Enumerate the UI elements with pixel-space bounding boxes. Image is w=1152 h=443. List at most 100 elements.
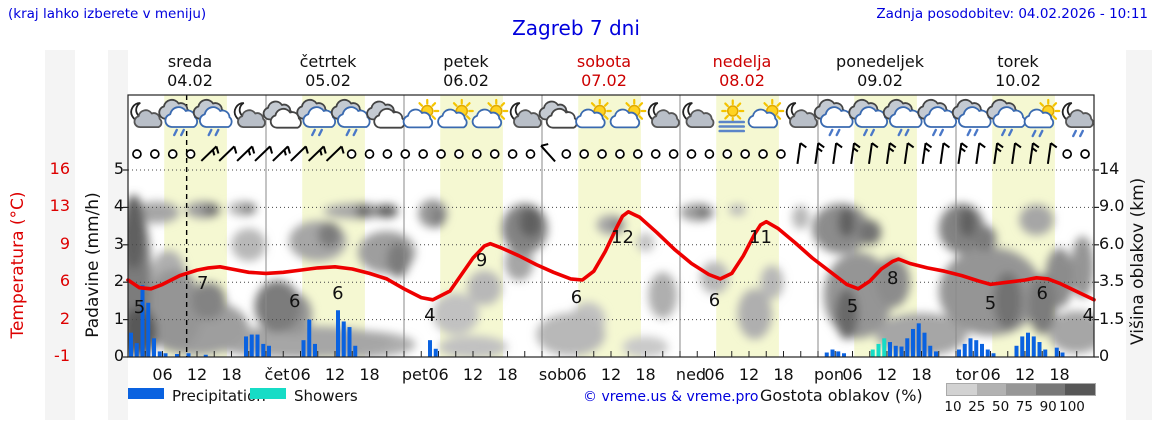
wind-calm-circle <box>776 149 786 159</box>
wind-calm-circle <box>400 149 411 159</box>
wind-barb <box>903 142 915 165</box>
precip-bar <box>313 343 317 357</box>
wind-barb <box>254 145 274 162</box>
wind-barb <box>975 142 986 165</box>
hour-label: 12 <box>876 365 898 384</box>
wind-calm-circle <box>149 149 160 159</box>
wind-calm-circle <box>346 149 357 159</box>
temp-label: 9 <box>476 250 487 271</box>
precip-bar <box>146 302 151 357</box>
weather-icon-cloud-drizzle <box>158 98 198 137</box>
ptick-value: 2 <box>113 271 124 291</box>
hour-label: 06 <box>290 365 311 384</box>
wind-calm-circle <box>132 149 142 159</box>
wind-symbols <box>132 142 1090 165</box>
weather-icon-sun-cloud <box>609 98 647 129</box>
hour-label: 12 <box>324 365 346 384</box>
ctick-value: 0 <box>1099 346 1110 365</box>
day-date: 04.02 <box>167 71 213 90</box>
hour-label: 12 <box>186 365 208 384</box>
weather-icon-cloud-drizzle <box>917 98 957 137</box>
left-strip-2 <box>108 50 128 420</box>
precip-bar <box>836 351 841 357</box>
gridlines <box>123 95 1099 358</box>
wind-barb <box>236 145 256 162</box>
wind-calm-circle <box>668 149 679 159</box>
wind-calm-circle <box>471 149 482 159</box>
hour-label: 18 <box>635 365 656 384</box>
hour-label: 06 <box>704 365 725 384</box>
right-strip <box>1126 50 1152 420</box>
precip-bar <box>899 346 904 357</box>
ctick-value: 14 <box>1099 159 1120 178</box>
wind-barb <box>957 142 968 165</box>
wind-barb <box>540 143 556 163</box>
temp-label: 12 <box>611 227 634 248</box>
ptick-value: 4 <box>113 196 124 216</box>
precip-bar <box>244 336 248 357</box>
weather-icon-cloud-drizzle <box>296 98 336 137</box>
weather-icon-cloud-drizzle <box>192 98 233 137</box>
precip-bar <box>922 332 927 357</box>
weather-icon-cloud-drizzle <box>848 98 888 137</box>
ptick-value: 1 <box>113 308 124 328</box>
precip-bar <box>1026 332 1030 357</box>
precip-bar <box>957 349 961 357</box>
left-strip <box>45 50 75 420</box>
hour-label: 12 <box>738 365 760 384</box>
wind-calm-circle <box>525 149 536 159</box>
precip-bar <box>301 340 306 357</box>
precip-bar <box>916 323 921 357</box>
wind-barb <box>272 145 291 162</box>
precipitation-swatch <box>128 388 164 399</box>
density-tick-label: 10 <box>944 399 962 415</box>
ptick-value: 5 <box>113 159 124 178</box>
wind-calm-circle <box>597 149 607 159</box>
precip-bar <box>261 343 266 357</box>
precip-bar <box>1060 352 1065 357</box>
weather-icon-sun-cloud <box>437 98 474 129</box>
cloud-density-gradient-bar <box>946 383 1096 396</box>
wind-calm-circle <box>436 149 446 159</box>
wind-barb <box>1011 142 1022 165</box>
wind-calm-circle <box>185 149 196 159</box>
wind-barb <box>939 142 951 165</box>
precip-bar <box>1020 336 1025 357</box>
day-date: 07.02 <box>581 71 627 90</box>
hour-label: 18 <box>1049 365 1070 384</box>
wind-calm-circle <box>561 149 572 159</box>
precip-bar <box>1054 347 1059 357</box>
precip-bar <box>307 319 312 357</box>
ttick-value: 9 <box>59 233 70 253</box>
precip-bar <box>163 353 168 357</box>
precip-bar <box>974 340 979 357</box>
precip-bar <box>888 342 892 357</box>
copyright-link[interactable]: © vreme.us & vreme.pro <box>583 389 759 405</box>
weather-icon-sun-cloud <box>575 98 612 129</box>
temperature-labels: 5 7 6 6 4 9 6 12 6 11 5 8 5 6 4 <box>134 227 1094 326</box>
precip-bar <box>928 345 933 357</box>
precip-bar <box>842 353 846 357</box>
ctick-value: 3.5 <box>1099 271 1125 291</box>
ctick-value: 1.5 <box>1099 308 1125 328</box>
hour-label: 06 <box>152 365 173 384</box>
wind-calm-circle <box>418 149 429 159</box>
weather-icon-night-cloud-drizzle <box>1061 102 1094 138</box>
wind-calm-circle <box>686 149 697 159</box>
precip-bar <box>341 321 346 357</box>
weather-icons <box>130 98 1094 138</box>
hour-label: 06 <box>980 365 1001 384</box>
precip-bar <box>353 345 358 357</box>
day-header-četrtek: četrtek <box>299 52 357 71</box>
day-header-torek: torek <box>997 52 1039 71</box>
wind-barb <box>814 142 825 165</box>
weather-icon-sun-cloud <box>402 98 440 129</box>
wind-calm-circle <box>632 149 643 159</box>
precip-bar <box>1037 342 1042 357</box>
wind-calm-circle <box>454 149 464 159</box>
precip-bar <box>267 345 271 357</box>
precip-bar <box>249 334 254 357</box>
precip-bar <box>186 353 191 357</box>
precip-bar <box>893 345 898 357</box>
